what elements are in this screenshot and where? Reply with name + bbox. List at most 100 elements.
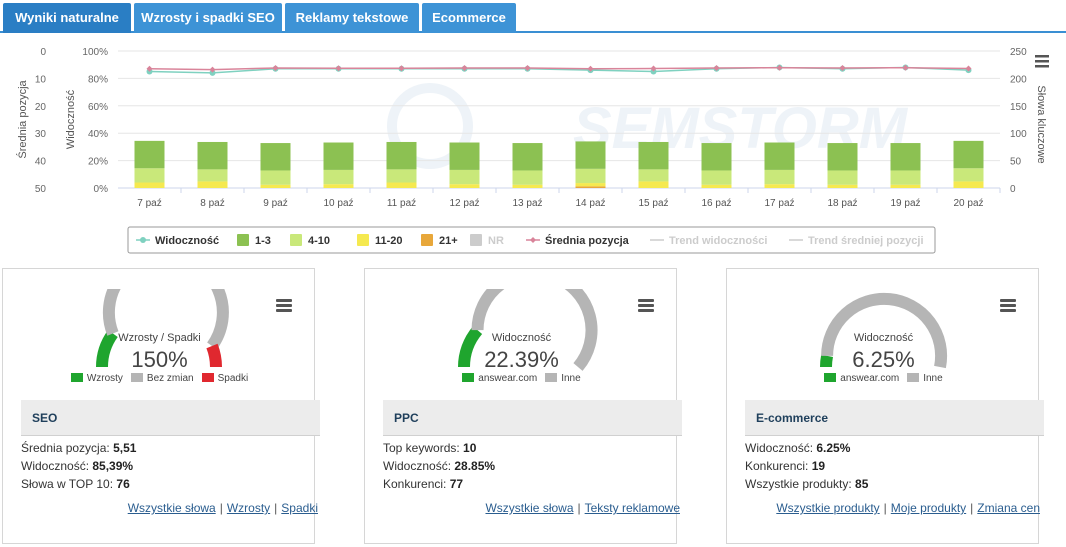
chart-menu-icon[interactable] xyxy=(1035,55,1049,68)
y-right-tick: 0 xyxy=(1010,184,1016,195)
section-title: SEO xyxy=(21,400,320,436)
bar-1120 xyxy=(449,184,480,188)
card-link[interactable]: Wzrosty xyxy=(226,501,271,515)
gauge-legend: answear.com Inne xyxy=(727,373,1040,384)
chart-legend: Widoczność 1-3 4-10 11-20 21+ NR Średnia pozyc… xyxy=(127,226,936,254)
bar-13 xyxy=(890,143,921,171)
stat-value: 10 xyxy=(463,441,477,455)
visibility-point xyxy=(650,68,657,75)
card-menu-icon[interactable] xyxy=(1000,299,1016,313)
tab-wzrosty-i-spadki-seo[interactable]: Wzrosty i spadki SEO xyxy=(134,3,282,33)
legend-swatch xyxy=(290,234,302,246)
card-link[interactable]: Wszystkie produkty xyxy=(776,501,880,515)
bar-13 xyxy=(701,143,732,171)
gauge-legend-item[interactable]: Inne xyxy=(907,373,943,384)
position-point xyxy=(398,65,405,72)
gauge-chart xyxy=(820,292,948,369)
bar-410 xyxy=(575,168,606,184)
bar-1120 xyxy=(260,184,291,188)
bar-13 xyxy=(134,140,165,169)
y-left-outer-tick: 20 xyxy=(35,102,47,113)
stat-label: Top keywords: xyxy=(383,441,464,455)
gauge-segment-answearcom xyxy=(820,354,834,368)
gauge-legend-item[interactable]: Spadki xyxy=(201,373,249,384)
bar-1120 xyxy=(575,183,606,187)
stat-value: 28.85% xyxy=(454,459,496,473)
legend-swatch xyxy=(201,373,214,382)
position-point xyxy=(524,64,531,71)
stat-label: Konkurenci: xyxy=(745,459,812,473)
gauge-legend-item[interactable]: Bez zmian xyxy=(130,373,194,384)
legend-label: Spadki xyxy=(217,373,249,384)
legend-label: Inne xyxy=(923,373,943,384)
tab-ecommerce[interactable]: Ecommerce xyxy=(422,3,516,33)
card-menu-icon[interactable] xyxy=(276,299,292,313)
y-left-inner-tick: 60% xyxy=(88,102,108,113)
y-right-title: Słowa kluczowe xyxy=(1035,85,1047,163)
position-point xyxy=(587,65,594,72)
bar-410 xyxy=(197,169,228,182)
legend-label: 4-10 xyxy=(308,235,330,247)
card-menu-icon[interactable] xyxy=(638,299,654,313)
stat-value: 85 xyxy=(855,477,869,491)
bar-410 xyxy=(827,170,858,185)
chart-x-labels: 7 paź 8 paź 9 paź 10 paź 11 paź 12 paź 13 paź 1… xyxy=(137,198,983,209)
line-position xyxy=(149,66,969,71)
x-tick-label: 20 paź xyxy=(953,198,983,209)
link-separator: | xyxy=(577,501,581,515)
y-left-outer-tick: 30 xyxy=(35,129,47,140)
bar-13 xyxy=(449,142,480,170)
section-title: PPC xyxy=(383,400,682,436)
y-left-inner-tick: 0% xyxy=(94,184,109,195)
position-point xyxy=(965,65,972,72)
bar-410 xyxy=(449,169,480,185)
gauge-legend-item[interactable]: Wzrosty xyxy=(70,373,123,384)
y-right-tick: 200 xyxy=(1010,74,1027,85)
stat-label: Widoczność: xyxy=(383,459,455,473)
gauge-segment-spadki xyxy=(206,343,222,368)
bar-21 xyxy=(575,186,606,188)
visibility-point xyxy=(209,69,216,76)
gauge-label: Widoczność xyxy=(491,332,552,344)
card-links: Wszystkie słowa | Teksty reklamowe xyxy=(485,501,680,515)
stat-label: Średnia pozycja: xyxy=(21,441,114,455)
card-link[interactable]: Wszystkie słowa xyxy=(127,501,216,515)
x-tick-label: 11 paź xyxy=(387,198,416,209)
card-link[interactable]: Spadki xyxy=(281,501,318,515)
gauge-value: 6.25% xyxy=(852,347,915,372)
card-link[interactable]: Moje produkty xyxy=(890,501,967,515)
x-tick-label: 12 paź xyxy=(449,198,479,209)
stat-value: 77 xyxy=(449,477,464,491)
legend-swatch xyxy=(462,373,475,382)
card-link[interactable]: Wszystkie słowa xyxy=(485,501,574,515)
bar-13 xyxy=(827,143,858,171)
gauge-label: Wzrosty / Spadki xyxy=(118,332,201,344)
tab-wyniki-naturalne[interactable]: Wyniki naturalne xyxy=(3,3,131,33)
bar-1120 xyxy=(827,184,858,188)
x-tick-label: 15 paź xyxy=(638,198,668,209)
position-point xyxy=(272,64,279,71)
stats: Widoczność: 6.25% Konkurenci: 19 Wszystkie… xyxy=(745,439,868,493)
legend-swatch xyxy=(70,373,83,382)
legend-label: NR xyxy=(488,235,504,247)
watermark-logo xyxy=(387,83,473,169)
position-point xyxy=(146,65,153,72)
bar-13 xyxy=(197,141,228,170)
x-tick-label: 13 paź xyxy=(512,198,542,209)
gauge-legend: Wzrosty Bez zmian Spadki xyxy=(3,373,316,384)
gauge-legend-item[interactable]: answear.com xyxy=(462,373,537,384)
stat-row: Top keywords: 10 xyxy=(383,439,495,457)
stat-label: Widoczność: xyxy=(745,441,817,455)
card-link[interactable]: Teksty reklamowe xyxy=(584,501,680,515)
ppc-card: Widoczność 22.39% answear.com Inne PPC To… xyxy=(364,268,682,544)
tab-reklamy-tekstowe[interactable]: Reklamy tekstowe xyxy=(285,3,419,33)
x-tick-label: 10 paź xyxy=(323,198,353,209)
bar-1120 xyxy=(197,181,228,188)
stat-label: Widoczność: xyxy=(21,459,93,473)
gauge-legend: answear.com Inne xyxy=(365,373,678,384)
bar-410 xyxy=(953,168,984,182)
y-left-outer-title: Średnia pozycja xyxy=(16,79,29,158)
gauge-legend-item[interactable]: Inne xyxy=(545,373,581,384)
card-link[interactable]: Zmiana cen xyxy=(977,501,1040,515)
gauge-legend-item[interactable]: answear.com xyxy=(824,373,899,384)
